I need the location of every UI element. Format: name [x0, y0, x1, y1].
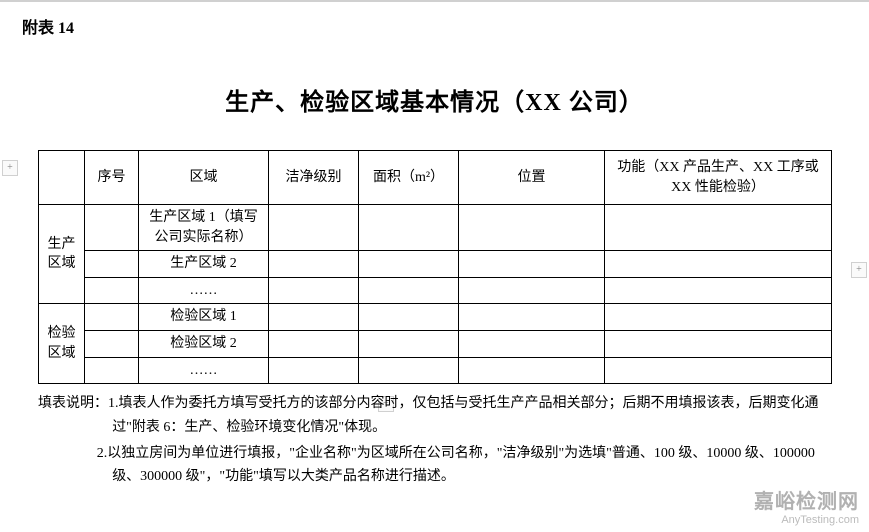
location-cell — [459, 205, 605, 251]
table-header-row: 序号 区域 洁净级别 面积（m²） 位置 功能（XX 产品生产、XX 工序或 X… — [39, 151, 832, 205]
clean-cell — [269, 205, 359, 251]
note-text-1: 1.填表人作为委托方填写受托方的该部分内容时，仅包括与受托生产产品相关部分；后期… — [108, 396, 819, 435]
seq-cell — [85, 304, 139, 331]
function-cell — [605, 251, 832, 278]
watermark-main: 嘉峪检测网 — [754, 485, 859, 514]
watermark: 嘉峪检测网 AnyTesting.com — [754, 485, 859, 526]
col-header-location: 位置 — [459, 151, 605, 205]
category-label: 生产区域 — [43, 235, 80, 274]
function-cell — [605, 357, 832, 384]
col-header-area: 区域 — [139, 151, 269, 205]
seq-cell — [85, 330, 139, 357]
category-cell: 生产区域 — [39, 205, 85, 304]
col-header-seq: 序号 — [85, 151, 139, 205]
main-table-wrapper: 序号 区域 洁净级别 面积（m²） 位置 功能（XX 产品生产、XX 工序或 X… — [38, 150, 832, 384]
clean-cell — [269, 357, 359, 384]
area-table: 序号 区域 洁净级别 面积（m²） 位置 功能（XX 产品生产、XX 工序或 X… — [38, 150, 832, 384]
seq-cell — [85, 205, 139, 251]
attachment-label: 附表 14 — [22, 14, 74, 38]
location-cell — [459, 304, 605, 331]
col-header-category — [39, 151, 85, 205]
clean-cell — [269, 251, 359, 278]
clean-cell — [269, 304, 359, 331]
col-header-function: 功能（XX 产品生产、XX 工序或 XX 性能检验） — [605, 151, 832, 205]
area-cell: 生产区域 1（填写公司实际名称） — [139, 205, 269, 251]
col-header-size: 面积（m²） — [359, 151, 459, 205]
clean-cell — [269, 330, 359, 357]
size-cell — [359, 277, 459, 304]
function-cell — [605, 330, 832, 357]
area-cell: 生产区域 2 — [139, 251, 269, 278]
table-row: 检验区域 2 — [39, 330, 832, 357]
table-row: 检验区域 检验区域 1 — [39, 304, 832, 331]
col-header-clean: 洁净级别 — [269, 151, 359, 205]
category-cell: 检验区域 — [39, 304, 85, 384]
seq-cell — [85, 277, 139, 304]
area-cell: 检验区域 1 — [139, 304, 269, 331]
size-cell — [359, 330, 459, 357]
clean-cell — [269, 277, 359, 304]
page-title: 生产、检验区域基本情况（XX 公司） — [0, 82, 869, 117]
notes-section: 填表说明：1.填表人作为委托方填写受托方的该部分内容时，仅包括与受托生产产品相关… — [38, 392, 832, 491]
table-add-left-icon: + — [2, 160, 18, 176]
size-cell — [359, 357, 459, 384]
location-cell — [459, 251, 605, 278]
location-cell — [459, 357, 605, 384]
location-cell — [459, 330, 605, 357]
seq-cell — [85, 251, 139, 278]
function-cell — [605, 205, 832, 251]
table-row: 生产区域 生产区域 1（填写公司实际名称） — [39, 205, 832, 251]
size-cell — [359, 304, 459, 331]
page-corner-mark-tr — [0, 1, 869, 2]
table-row: …… — [39, 357, 832, 384]
notes-label: 填表说明： — [38, 396, 108, 411]
seq-cell — [85, 357, 139, 384]
table-row: …… — [39, 277, 832, 304]
table-row: 生产区域 2 — [39, 251, 832, 278]
location-cell — [459, 277, 605, 304]
note-text-2: 2.以独立房间为单位进行填报，"企业名称"为区域所在公司名称，"洁净级别"为选填… — [97, 446, 815, 485]
size-cell — [359, 251, 459, 278]
function-cell — [605, 277, 832, 304]
area-cell: …… — [139, 357, 269, 384]
size-cell — [359, 205, 459, 251]
function-cell — [605, 304, 832, 331]
watermark-sub: AnyTesting.com — [754, 514, 859, 526]
category-label: 检验区域 — [48, 326, 76, 361]
table-add-right-icon: + — [851, 262, 867, 278]
note-item-2: 2.以独立房间为单位进行填报，"企业名称"为区域所在公司名称，"洁净级别"为选填… — [38, 442, 832, 490]
area-cell: 检验区域 2 — [139, 330, 269, 357]
area-cell: …… — [139, 277, 269, 304]
note-item-1: 填表说明：1.填表人作为委托方填写受托方的该部分内容时，仅包括与受托生产产品相关… — [38, 392, 832, 440]
